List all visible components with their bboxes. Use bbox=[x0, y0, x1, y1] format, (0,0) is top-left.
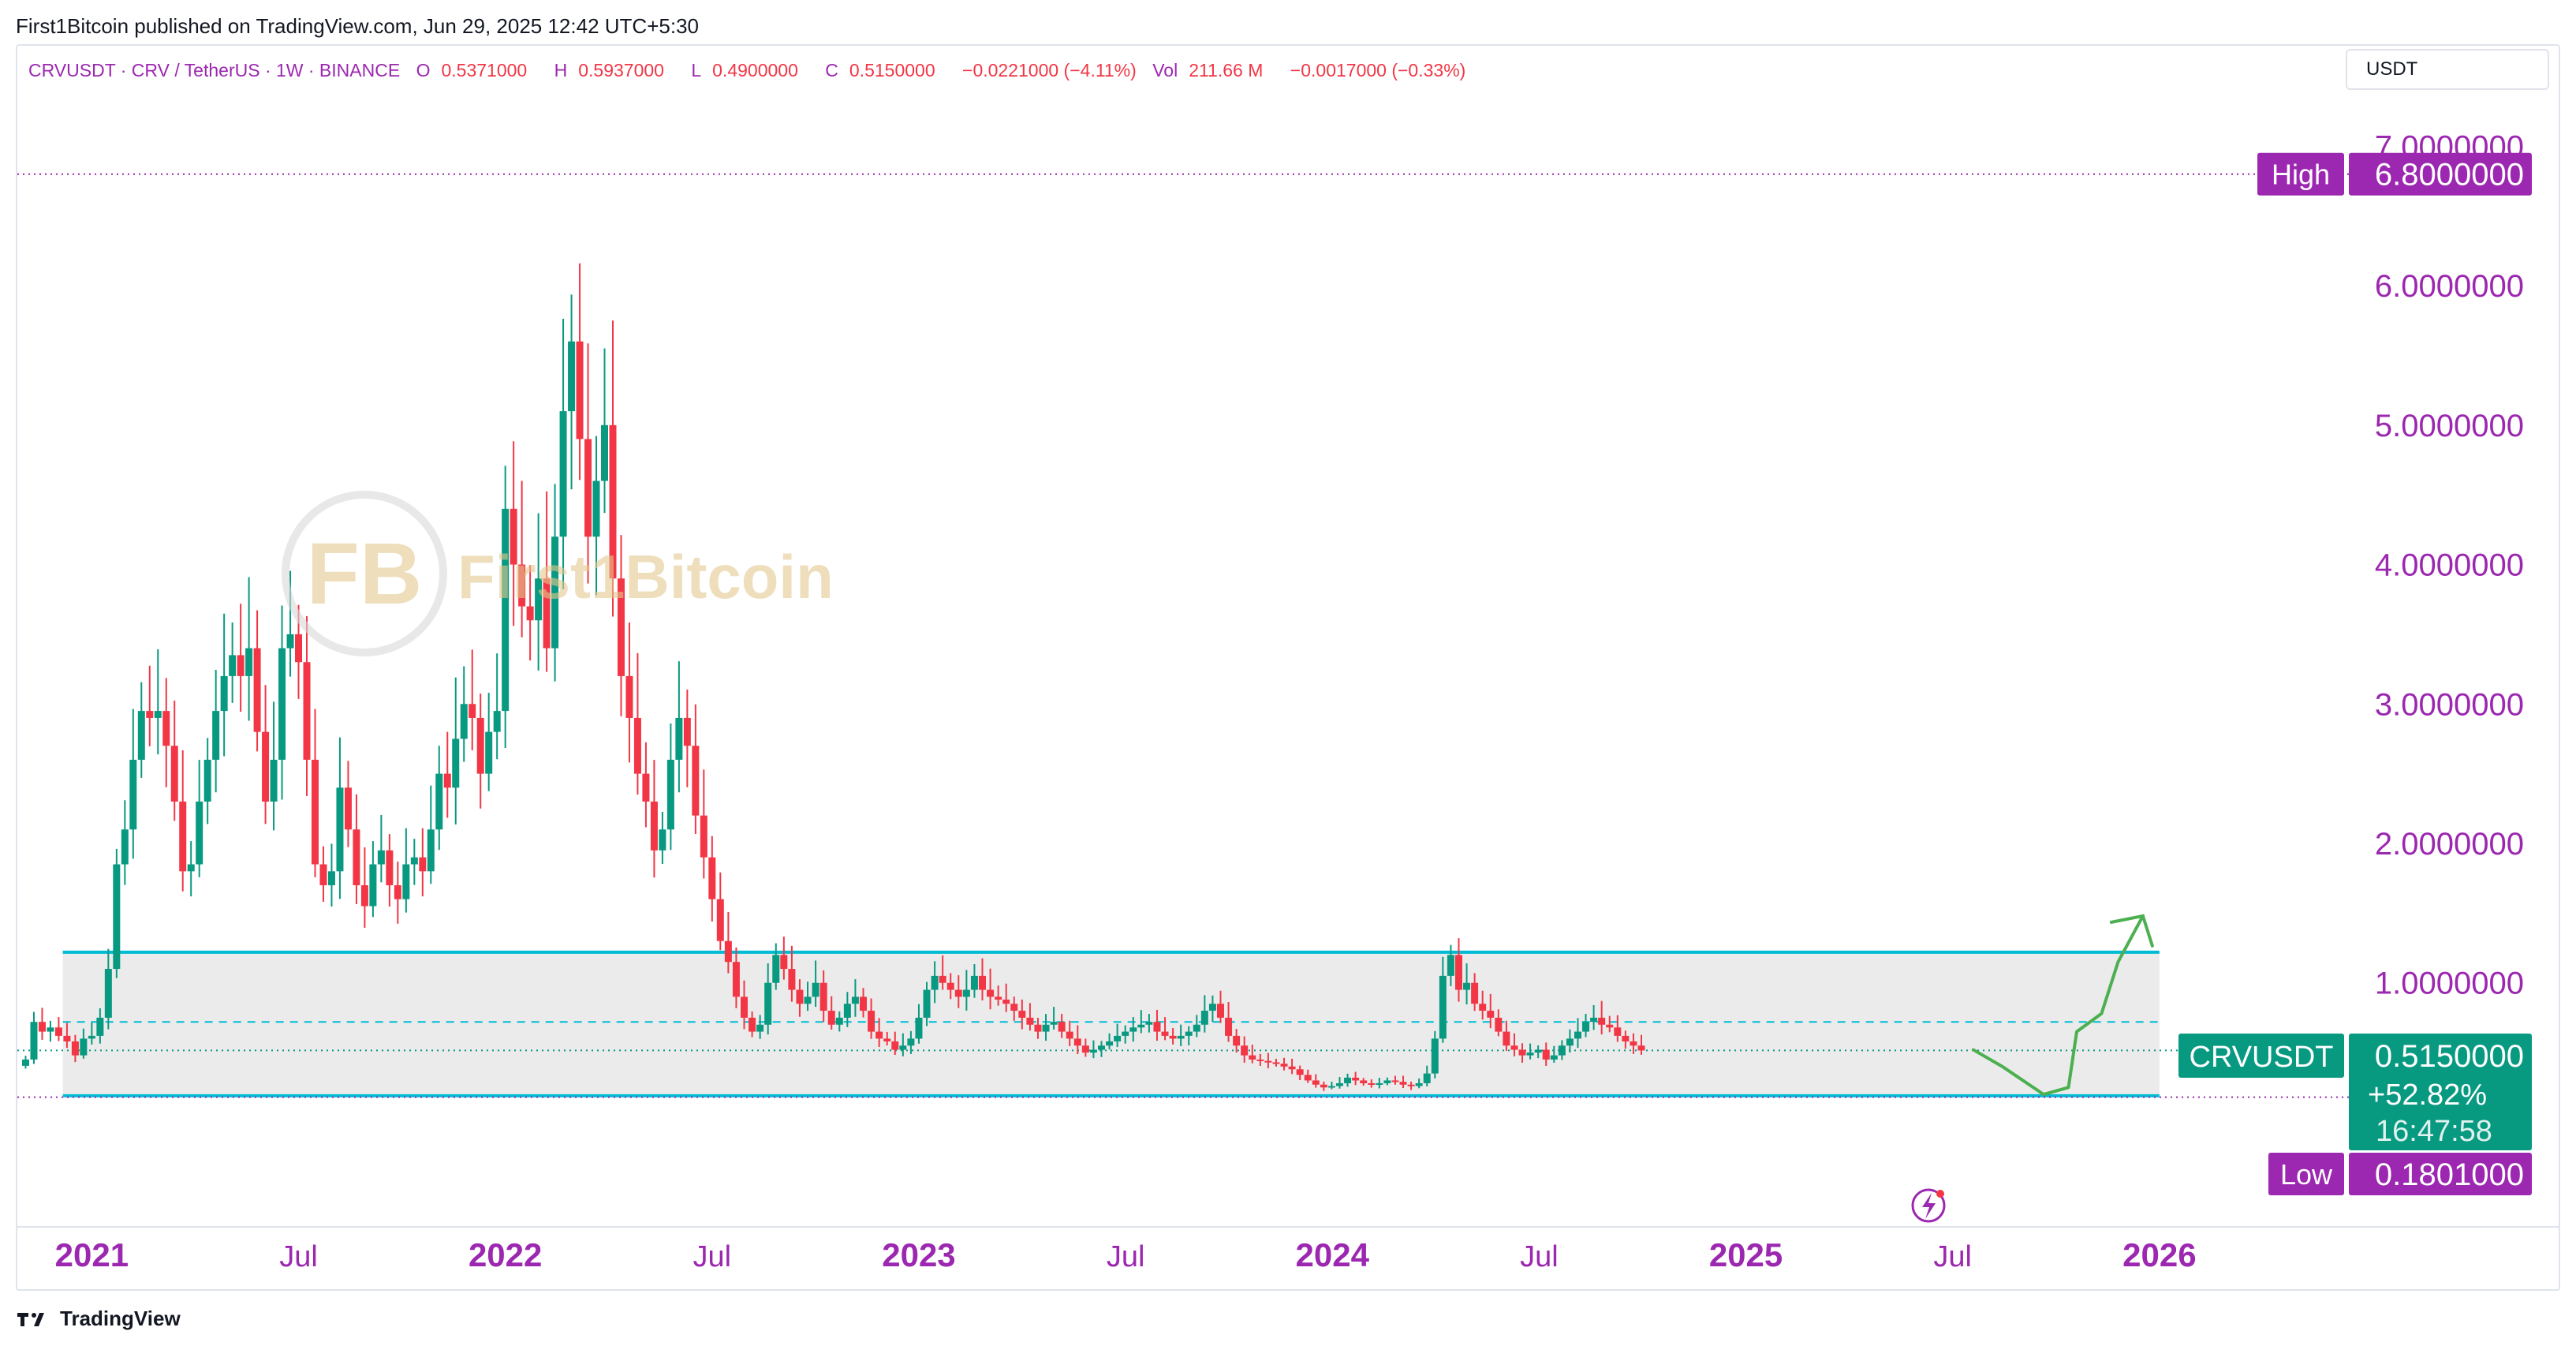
tradingview-logo-icon bbox=[17, 1312, 44, 1326]
low-label: L bbox=[691, 60, 702, 80]
tradingview-footer: TradingView bbox=[16, 1307, 181, 1331]
close-label: C bbox=[825, 60, 838, 80]
symbol-info-line: CRVUSDT · CRV / TetherUS · 1W · BINANCE … bbox=[28, 60, 1477, 81]
change-value: −0.0221000 (−4.11%) bbox=[962, 60, 1137, 80]
high-value: 0.5937000 bbox=[578, 60, 664, 80]
high-label: H bbox=[554, 60, 568, 80]
volume-label: Vol bbox=[1152, 60, 1178, 80]
open-label: O bbox=[416, 60, 431, 80]
open-value: 0.5371000 bbox=[441, 60, 528, 80]
tradingview-footer-text: TradingView bbox=[60, 1307, 181, 1330]
symbol-title[interactable]: CRVUSDT · CRV / TetherUS · 1W · BINANCE bbox=[28, 60, 401, 80]
publish-line: First1Bitcoin published on TradingView.c… bbox=[16, 14, 699, 38]
low-value: 0.4900000 bbox=[712, 60, 798, 80]
close-value: 0.5150000 bbox=[849, 60, 935, 80]
volume-change: −0.0017000 (−0.33%) bbox=[1290, 60, 1466, 80]
chart-frame bbox=[16, 44, 2560, 1291]
volume-value: 211.66 M bbox=[1189, 60, 1264, 80]
currency-selector[interactable]: USDT bbox=[2346, 49, 2549, 90]
